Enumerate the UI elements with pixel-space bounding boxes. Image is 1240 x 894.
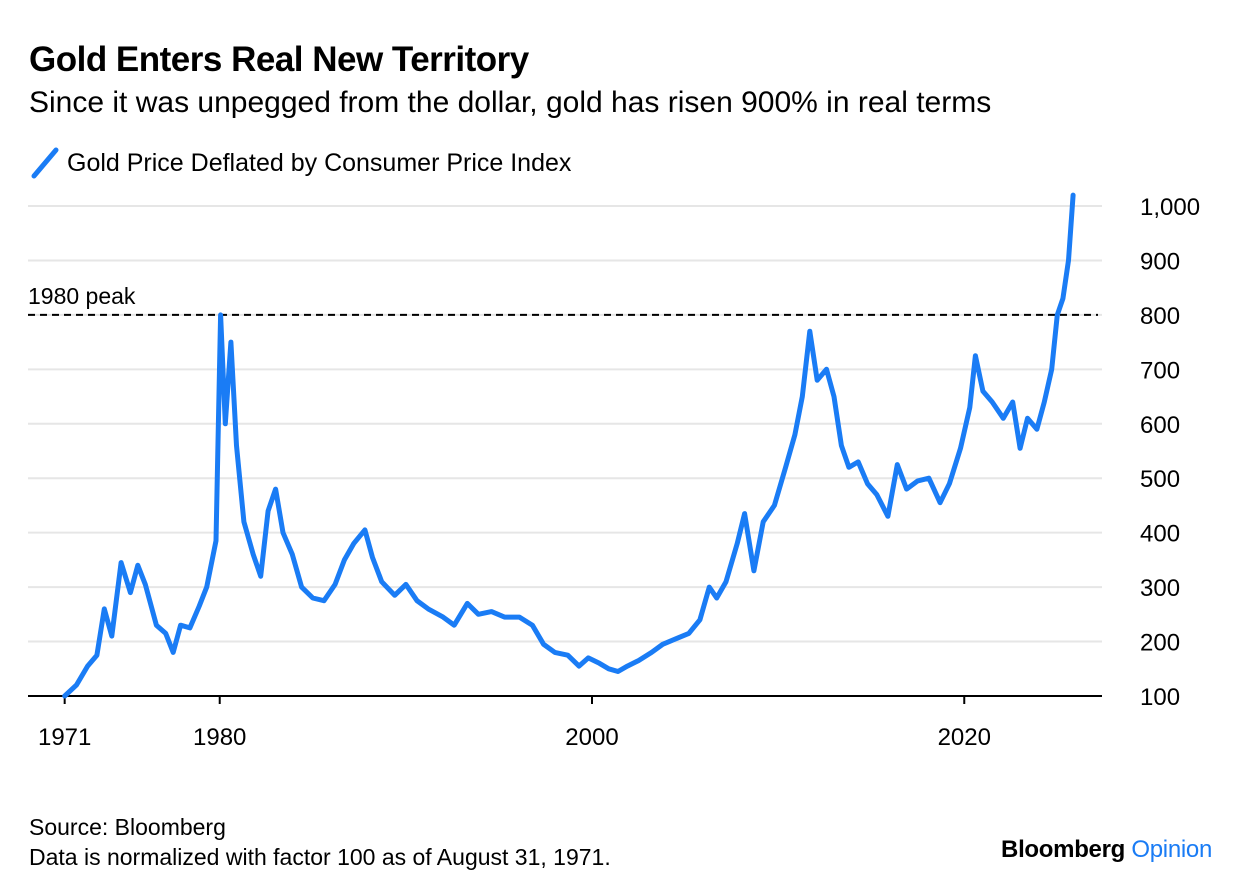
legend-label: Gold Price Deflated by Consumer Price In… <box>67 148 572 177</box>
x-tick-label: 1980 <box>193 724 246 751</box>
brand-suffix: Opinion <box>1131 836 1212 863</box>
y-tick-label: 900 <box>1140 248 1180 275</box>
gridlines <box>28 205 1102 643</box>
x-axis <box>28 695 1102 704</box>
series-group <box>62 192 1076 699</box>
y-tick-label: 100 <box>1140 684 1180 711</box>
y-tick-label: 600 <box>1140 412 1180 439</box>
x-tick-label: 2020 <box>938 724 991 751</box>
peak-annotation-label: 1980 peak <box>28 283 136 309</box>
footer: Source: Bloomberg Data is normalized wit… <box>29 812 611 872</box>
chart-subtitle: Since it was unpegged from the dollar, g… <box>29 86 992 119</box>
y-tick-label: 500 <box>1140 466 1180 493</box>
brand-name: Bloomberg <box>1001 836 1125 863</box>
series-line <box>62 192 1076 699</box>
chart-title: Gold Enters Real New Territory <box>29 40 529 79</box>
y-tick-label: 200 <box>1140 630 1180 657</box>
x-tick-label: 2000 <box>565 724 618 751</box>
y-axis-labels: 1,000 900 800 700 600 500 400 300 200 100 <box>1140 194 1200 711</box>
legend: Gold Price Deflated by Consumer Price In… <box>29 146 571 180</box>
x-axis-labels: 1971 1980 2000 2020 <box>38 724 991 751</box>
y-tick-label: 1,000 <box>1140 194 1200 221</box>
y-tick-label: 300 <box>1140 575 1180 602</box>
reference-line-group: 1980 peak <box>28 283 1098 316</box>
legend-swatch-icon <box>31 147 59 179</box>
data-note: Data is normalized with factor 100 as of… <box>29 844 611 870</box>
y-tick-label: 800 <box>1140 303 1180 330</box>
y-tick-label: 700 <box>1140 357 1180 384</box>
y-tick-label: 400 <box>1140 521 1180 548</box>
source-note: Source: Bloomberg <box>29 814 226 840</box>
brand-logo: Bloomberg Opinion <box>1001 836 1212 864</box>
x-tick-label: 1971 <box>38 724 91 751</box>
